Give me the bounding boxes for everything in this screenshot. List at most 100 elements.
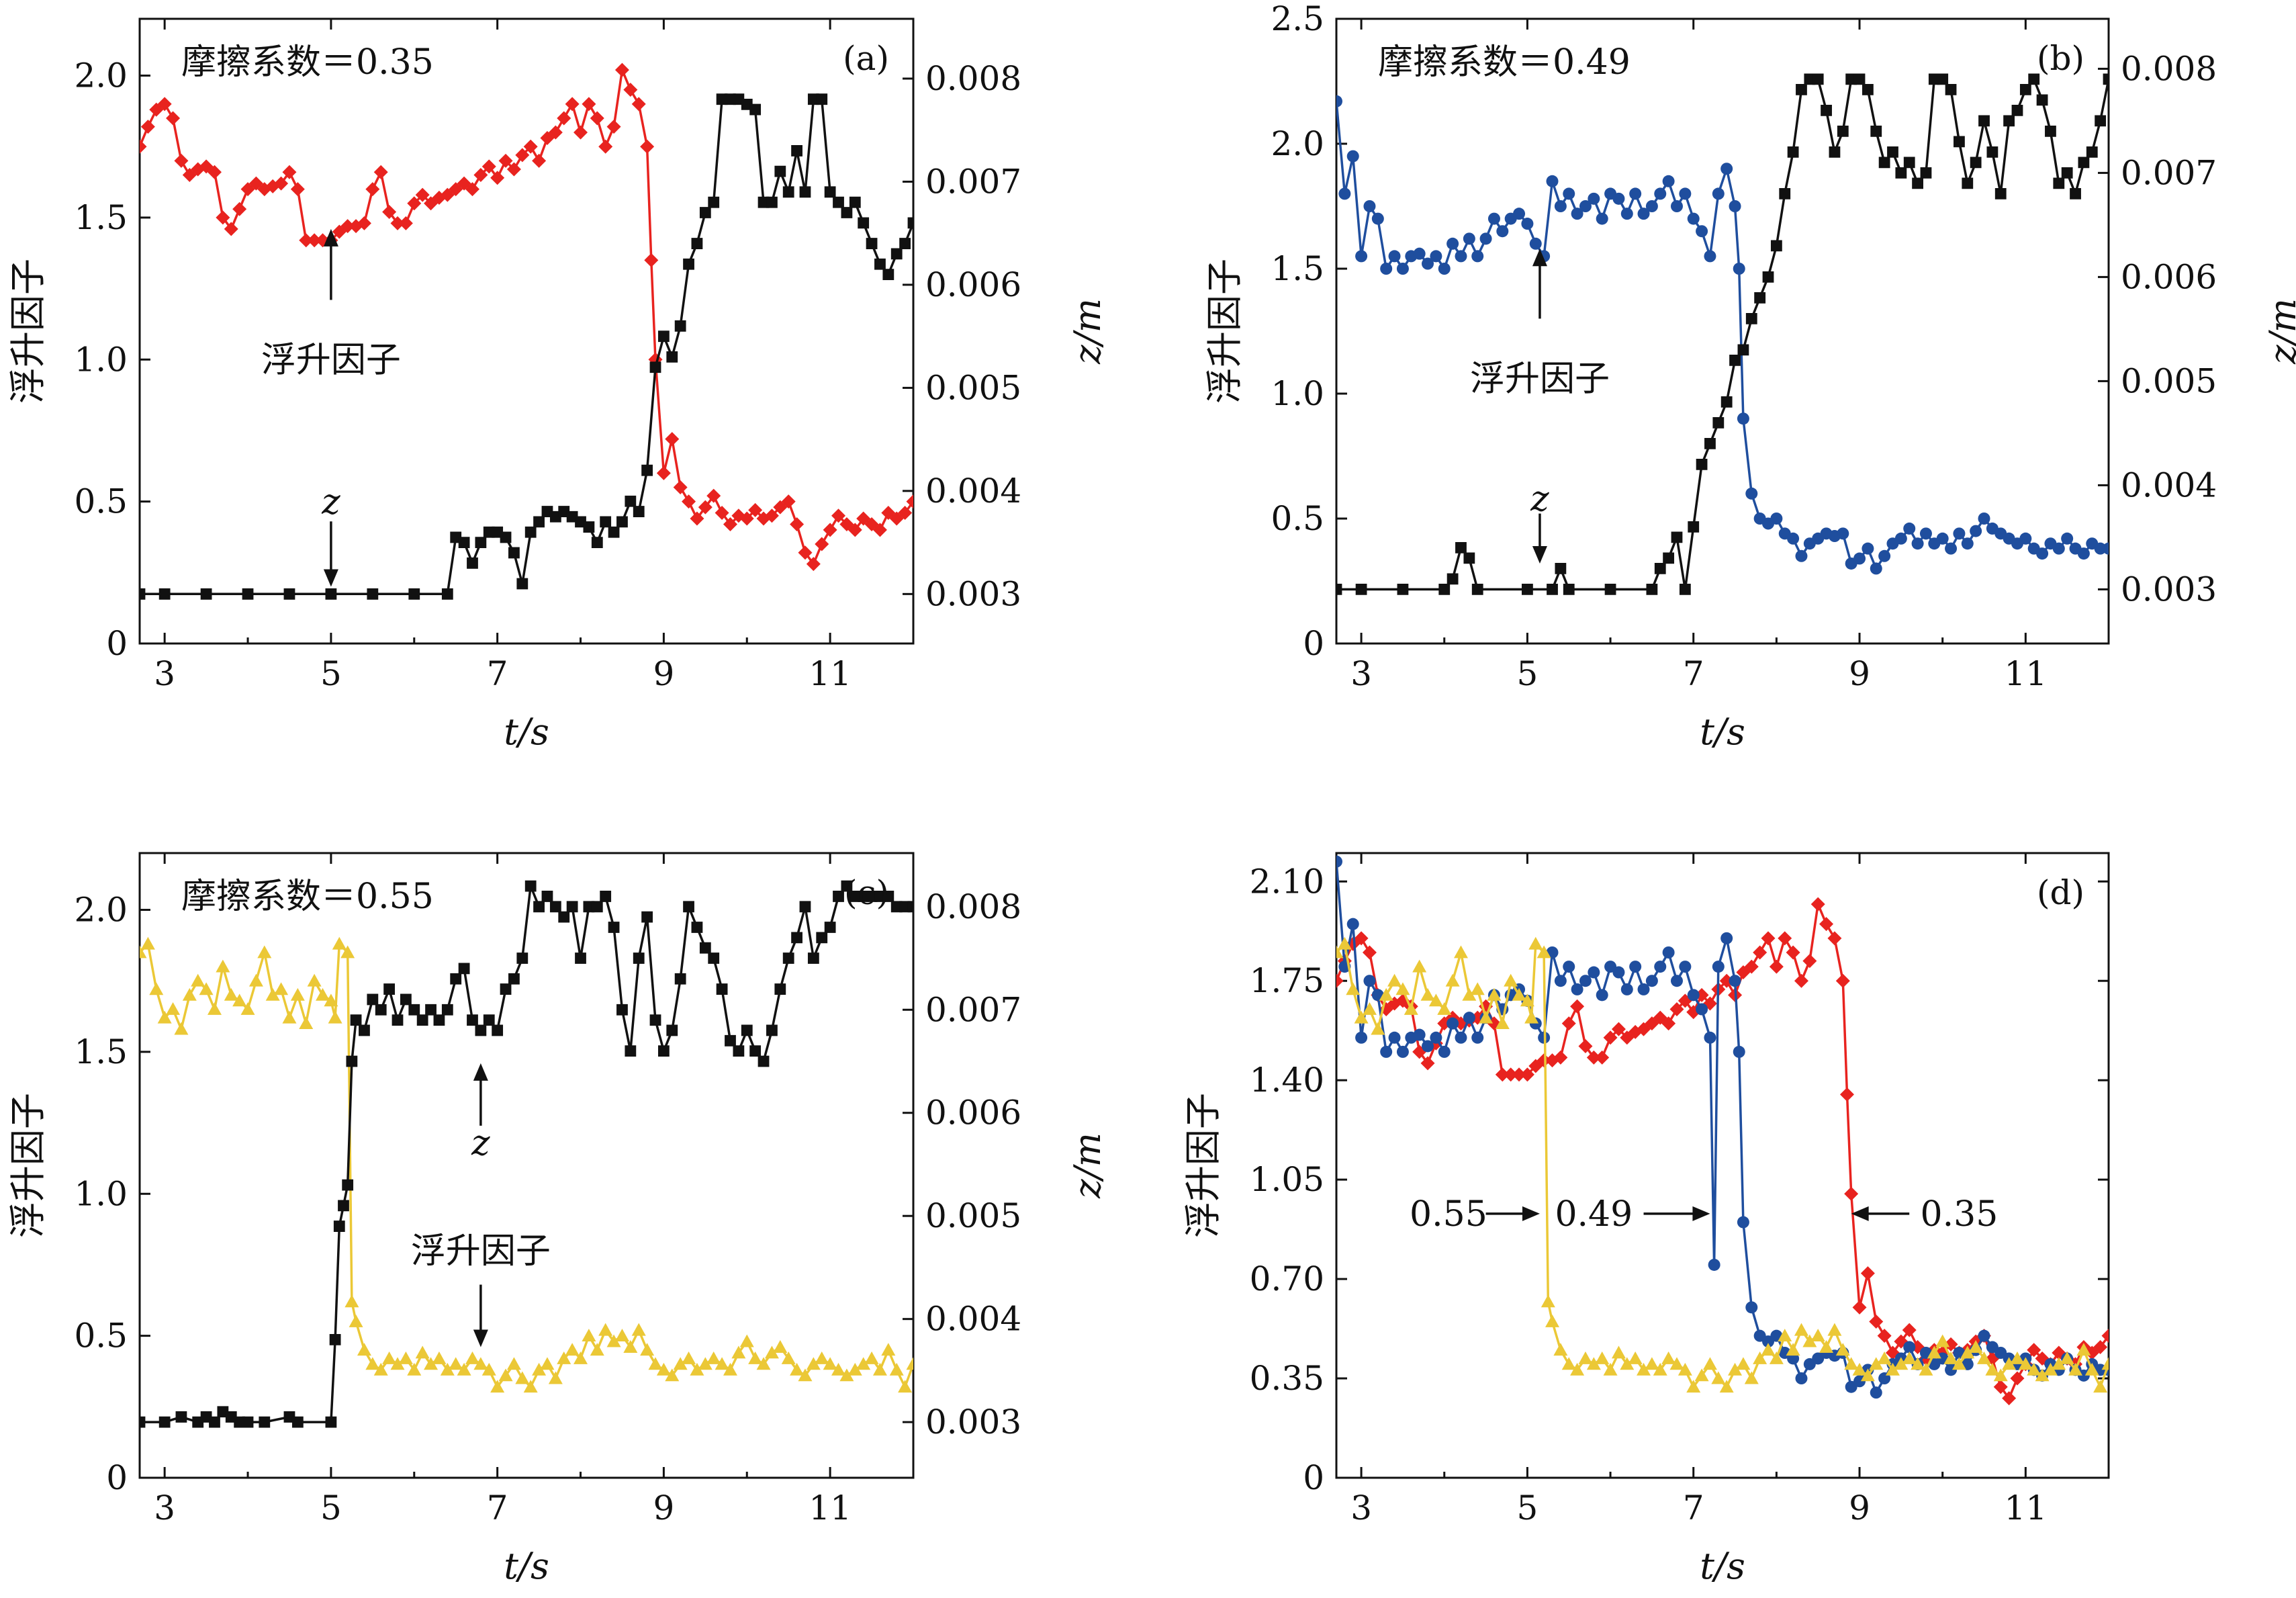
data-point xyxy=(1878,549,1891,562)
data-point xyxy=(748,1351,763,1364)
y-tick-label: 2.0 xyxy=(1271,124,1324,163)
arrow-head xyxy=(323,228,338,247)
data-point xyxy=(1753,945,1767,960)
x-axis-label: t/s xyxy=(1700,711,1745,753)
data-point xyxy=(1380,1045,1393,1058)
y-right-tick-label: 0.008 xyxy=(925,887,1021,926)
data-point xyxy=(774,165,786,177)
arrow-label: 浮升因子 xyxy=(261,340,401,380)
data-point xyxy=(1496,225,1509,238)
data-point xyxy=(1437,1002,1452,1015)
y-tick-label: 1.5 xyxy=(1271,249,1324,288)
data-point xyxy=(1422,1040,1434,1053)
data-point xyxy=(1737,344,1749,356)
series-1 xyxy=(140,93,913,600)
data-point xyxy=(1645,1357,1659,1370)
data-point xyxy=(398,1351,413,1364)
data-point xyxy=(299,1016,314,1030)
data-point xyxy=(2052,542,2065,555)
data-point xyxy=(216,210,230,225)
data-point xyxy=(282,165,297,179)
data-point xyxy=(1604,584,1616,595)
data-point xyxy=(841,880,853,892)
data-point xyxy=(847,1362,862,1376)
data-point xyxy=(1354,1010,1369,1024)
data-point xyxy=(815,537,829,551)
data-point xyxy=(232,202,247,216)
data-point xyxy=(1570,999,1585,1014)
data-point xyxy=(882,891,894,902)
data-point xyxy=(1362,1002,1377,1015)
data-point xyxy=(1829,146,1841,158)
data-point xyxy=(467,557,478,569)
data-point xyxy=(140,936,155,950)
data-point xyxy=(1412,959,1427,973)
data-point xyxy=(2101,1329,2109,1343)
data-point xyxy=(1438,584,1451,595)
y-tick-label: 1.5 xyxy=(74,198,128,237)
data-point xyxy=(1968,1340,1983,1353)
data-point xyxy=(1912,177,1923,189)
arrow-annotation: z xyxy=(1530,479,1549,564)
data-point xyxy=(1728,1362,1743,1376)
data-point xyxy=(157,1010,172,1024)
data-point xyxy=(1852,1362,1867,1376)
data-point xyxy=(874,258,886,270)
y-tick-label: 1.5 xyxy=(74,1032,128,1071)
data-point xyxy=(450,973,462,985)
data-point xyxy=(856,1357,871,1370)
data-point xyxy=(1745,313,1757,324)
data-point xyxy=(248,973,263,987)
y-tick-label: 1.0 xyxy=(1271,374,1324,413)
arrow-head xyxy=(1522,1206,1540,1221)
data-point xyxy=(375,1004,387,1016)
series-line xyxy=(140,941,913,1390)
data-point xyxy=(1704,438,1716,449)
data-point xyxy=(1936,532,1949,545)
data-point xyxy=(1396,1045,1409,1058)
data-point xyxy=(1778,931,1792,946)
data-point xyxy=(140,139,147,154)
data-point xyxy=(1986,146,1999,158)
arrow-annotation: 浮升因子 xyxy=(411,1231,551,1347)
data-point xyxy=(2078,157,2090,169)
data-point xyxy=(1588,192,1600,205)
data-point xyxy=(224,987,238,1001)
data-point xyxy=(1586,1050,1601,1065)
data-point xyxy=(1355,1031,1368,1044)
data-point xyxy=(872,1362,887,1376)
data-point xyxy=(1977,1351,1992,1364)
data-point xyxy=(1696,225,1708,238)
data-point xyxy=(2093,1380,2108,1393)
data-point xyxy=(1471,250,1484,263)
data-point xyxy=(357,1343,371,1356)
y-tick-label: 2.0 xyxy=(74,56,128,95)
data-point xyxy=(290,182,305,197)
data-point xyxy=(508,973,520,985)
data-point xyxy=(175,1411,187,1423)
data-point xyxy=(1388,1031,1401,1044)
data-point xyxy=(481,1362,496,1376)
data-point xyxy=(307,233,322,248)
data-point xyxy=(1413,1028,1426,1041)
data-point xyxy=(1839,1087,1854,1102)
data-point xyxy=(425,1004,437,1016)
data-point xyxy=(1553,1343,1568,1356)
data-point xyxy=(600,516,612,528)
data-point xyxy=(1745,487,1758,500)
series-0 xyxy=(1336,897,2109,1406)
data-point xyxy=(1579,200,1592,212)
data-point xyxy=(1487,987,1502,1001)
data-point xyxy=(1336,95,1342,107)
data-point xyxy=(1612,966,1625,979)
series-1 xyxy=(1336,73,2109,595)
data-point xyxy=(1837,126,1849,137)
data-point xyxy=(706,488,721,503)
data-point xyxy=(540,1357,555,1370)
data-point xyxy=(224,222,238,236)
data-point xyxy=(699,942,711,954)
data-point xyxy=(1561,1016,1576,1031)
data-point xyxy=(1670,975,1683,987)
data-point xyxy=(1603,1362,1618,1376)
data-point xyxy=(1720,396,1733,408)
